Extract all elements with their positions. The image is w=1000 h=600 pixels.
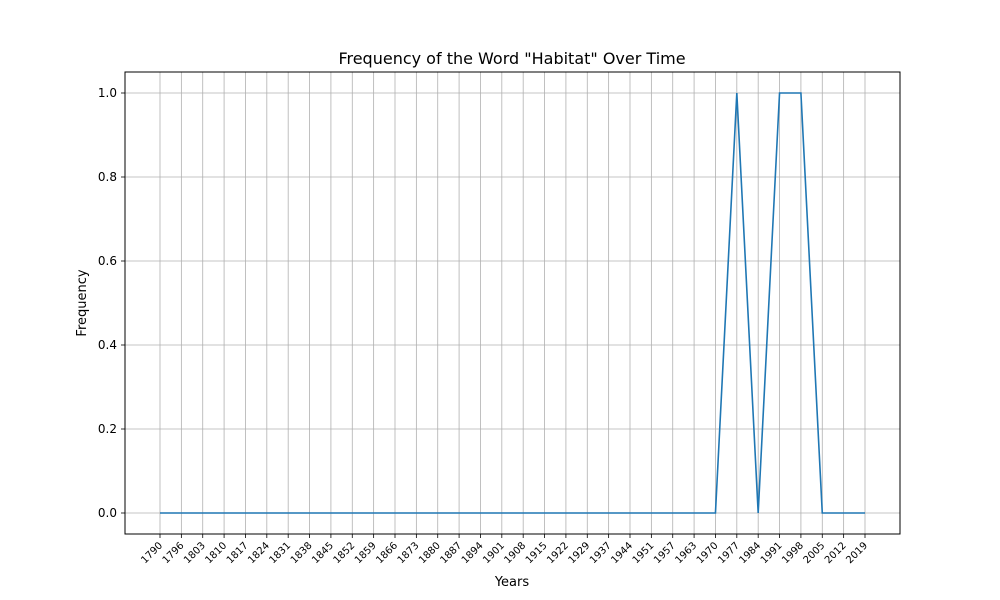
series-layer [159,92,866,514]
plot-frame [124,71,901,535]
x-axis-label: Years [494,575,530,590]
chart-title: Frequency of the Word "Habitat" Over Tim… [338,49,685,68]
y-tick-label: 0.6 [98,254,117,268]
y-tick-label: 0.0 [98,506,117,520]
y-tick-label: 1.0 [98,86,117,100]
y-tick-label: 0.4 [98,338,117,352]
y-tick-label: 0.2 [98,422,117,436]
y-axis-label: Frequency [75,269,90,336]
series-line [160,92,865,514]
y-axis: 0.0 0.2 0.4 0.6 0.8 1.0 [98,86,125,520]
y-tick-label: 0.8 [98,170,117,184]
